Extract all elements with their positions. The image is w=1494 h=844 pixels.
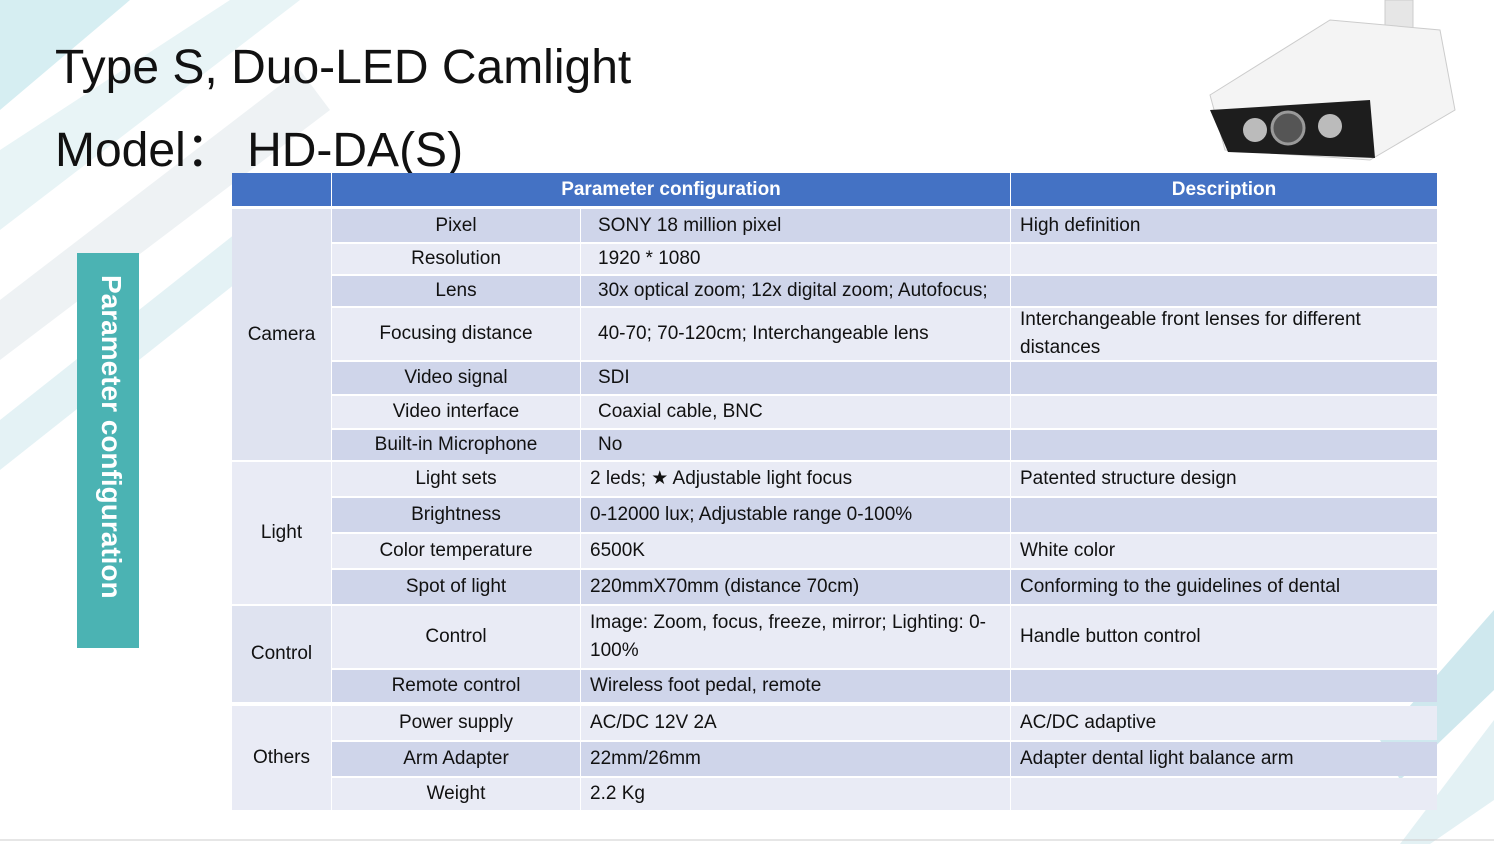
desc-cell: High definition	[1011, 209, 1437, 242]
desc-cell	[1011, 498, 1437, 532]
param-cell: Control	[332, 606, 580, 668]
desc-cell	[1011, 430, 1437, 460]
side-label: Parameter configuration	[96, 275, 127, 599]
desc-cell: Adapter dental light balance arm	[1011, 742, 1437, 776]
param-cell: Lens	[332, 276, 580, 306]
desc-cell: AC/DC adaptive	[1011, 706, 1437, 740]
value-cell: 30x optical zoom; 12x digital zoom; Auto…	[581, 276, 1010, 306]
header-cell	[232, 173, 331, 206]
value-cell: 40-70; 70-120cm; Interchangeable lens	[581, 308, 1010, 360]
desc-cell: Interchangeable front lenses for differe…	[1011, 308, 1437, 360]
value-cell: 2 leds; ★ Adjustable light focus	[581, 462, 1010, 496]
param-cell: Pixel	[332, 209, 580, 242]
param-cell: Video interface	[332, 396, 580, 428]
value-cell: AC/DC 12V 2A	[581, 706, 1010, 740]
value-cell: 2.2 Kg	[581, 778, 1010, 810]
desc-cell	[1011, 244, 1437, 274]
value-cell: 0-12000 lux; Adjustable range 0-100%	[581, 498, 1010, 532]
param-cell: Power supply	[332, 706, 580, 740]
title-line: Type S, Duo-LED Camlight	[55, 41, 632, 94]
param-cell: Brightness	[332, 498, 580, 532]
value-cell: 22mm/26mm	[581, 742, 1010, 776]
param-cell: Focusing distance	[332, 308, 580, 360]
desc-cell	[1011, 670, 1437, 702]
value-cell: 1920 * 1080	[581, 244, 1010, 274]
value-cell: Image: Zoom, focus, freeze, mirror; Ligh…	[581, 606, 1010, 668]
header-cell: Parameter configuration	[332, 173, 1010, 206]
param-cell: Built-in Microphone	[332, 430, 580, 460]
camera-image	[1209, 0, 1456, 161]
param-cell: Spot of light	[332, 570, 580, 604]
param-cell: Resolution	[332, 244, 580, 274]
desc-cell: Patented structure design	[1011, 462, 1437, 496]
desc-cell	[1011, 362, 1437, 394]
value-cell: Wireless foot pedal, remote	[581, 670, 1010, 702]
desc-cell	[1011, 396, 1437, 428]
param-cell: Video signal	[332, 362, 580, 394]
header-cell: Description	[1011, 173, 1437, 206]
group-cell: Control	[232, 606, 331, 702]
value-cell: Coaxial cable, BNC	[581, 396, 1010, 428]
value-cell: SONY 18 million pixel	[581, 209, 1010, 242]
value-cell: 6500K	[581, 534, 1010, 568]
group-cell: Camera	[232, 209, 331, 460]
desc-cell	[1011, 276, 1437, 306]
value-cell: SDI	[581, 362, 1010, 394]
desc-cell: White color	[1011, 534, 1437, 568]
title-line: Model： HD-DA(S)	[55, 124, 464, 177]
param-cell: Weight	[332, 778, 580, 810]
desc-cell: Conforming to the guidelines of dental	[1011, 570, 1437, 604]
value-cell: 220mmX70mm (distance 70cm)	[581, 570, 1010, 604]
param-cell: Remote control	[332, 670, 580, 702]
group-cell: Others	[232, 706, 331, 810]
param-cell: Color temperature	[332, 534, 580, 568]
desc-cell	[1011, 778, 1437, 810]
group-cell: Light	[232, 462, 331, 604]
desc-cell: Handle button control	[1011, 606, 1437, 668]
param-cell: Arm Adapter	[332, 742, 580, 776]
side-label-box: Parameter configuration	[77, 253, 139, 648]
param-cell: Light sets	[332, 462, 580, 496]
value-cell: No	[581, 430, 1010, 460]
